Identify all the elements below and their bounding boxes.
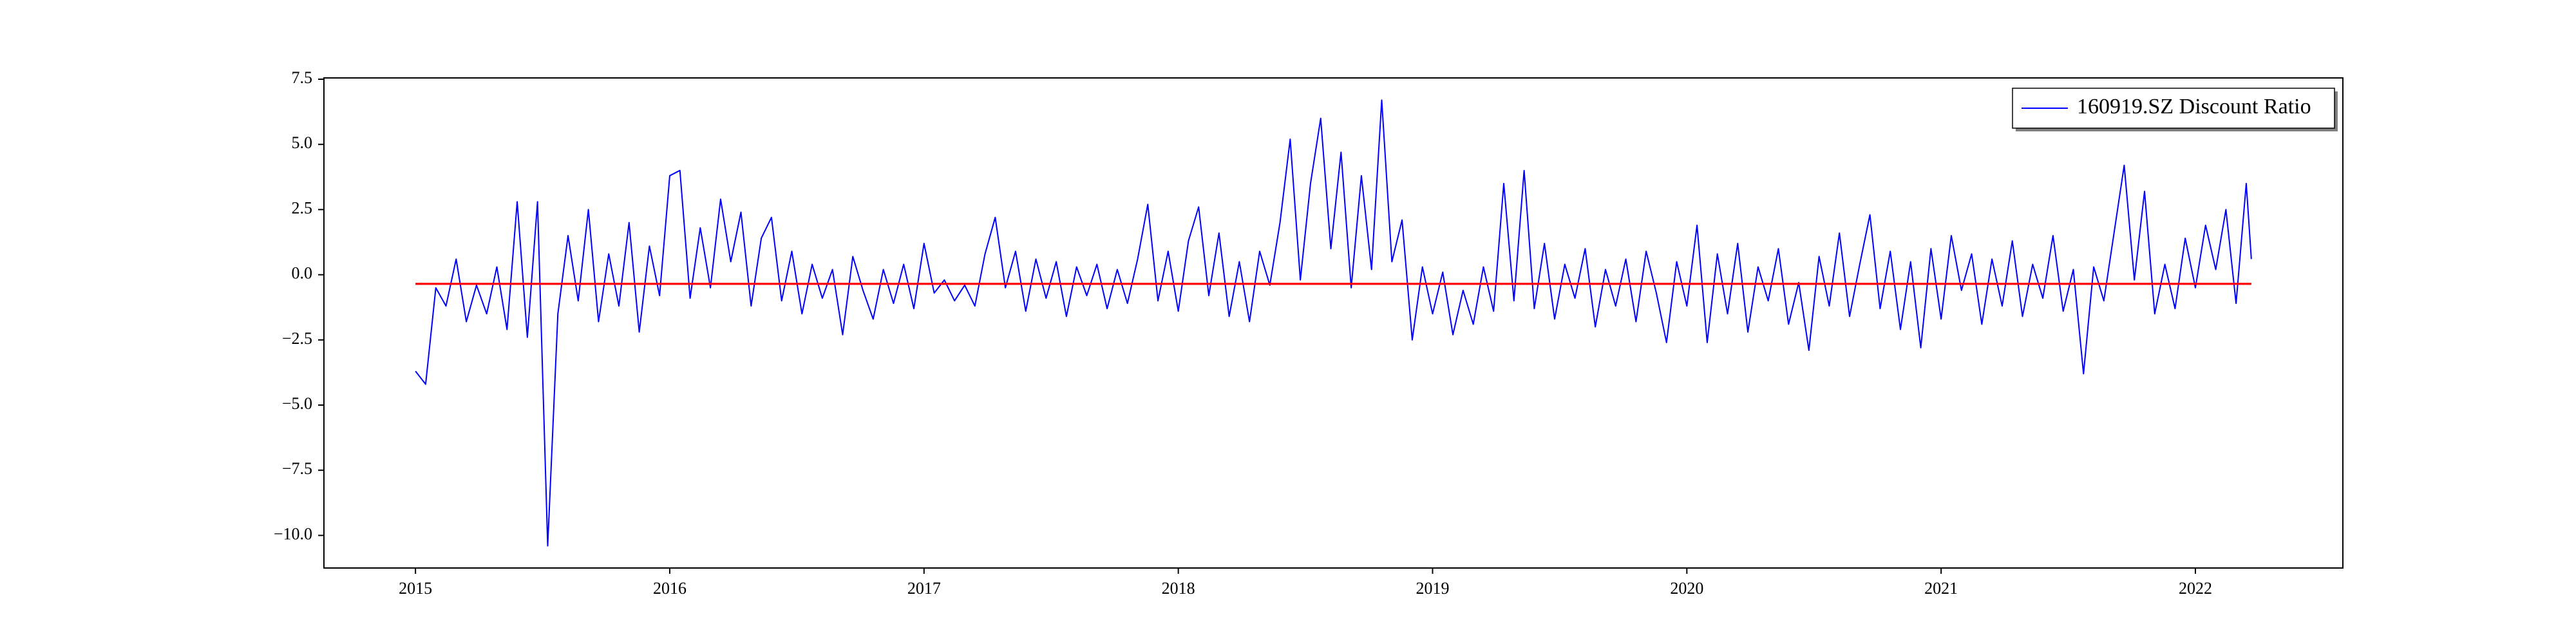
- y-tick-label: −2.5: [282, 329, 312, 348]
- y-tick-label: 0.0: [292, 264, 313, 283]
- x-tick-label: 2017: [907, 579, 941, 598]
- y-tick-label: −5.0: [282, 394, 312, 413]
- x-tick-label: 2015: [399, 579, 432, 598]
- x-tick-label: 2018: [1162, 579, 1195, 598]
- legend-label: 160919.SZ Discount Ratio: [2077, 95, 2311, 118]
- x-tick-label: 2016: [653, 579, 687, 598]
- x-tick-label: 2022: [2179, 579, 2212, 598]
- x-tick-label: 2019: [1416, 579, 1449, 598]
- axes-frame: [323, 77, 2344, 569]
- y-tick-label: 5.0: [292, 133, 313, 152]
- y-tick-label: 7.5: [292, 68, 313, 87]
- x-tick-label: 2021: [1924, 579, 1958, 598]
- y-tick-label: −10.0: [274, 524, 312, 543]
- x-tick-label: 2020: [1670, 579, 1703, 598]
- y-tick-label: 2.5: [292, 198, 313, 217]
- y-tick-label: −7.5: [282, 459, 312, 478]
- data-line: [415, 99, 2252, 547]
